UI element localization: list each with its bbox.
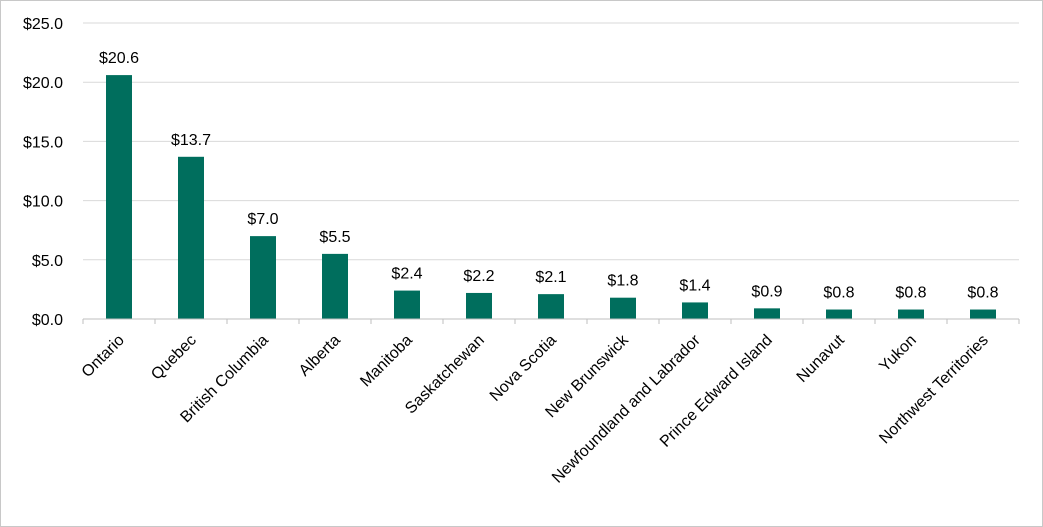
y-tick-label: $5.0 <box>32 253 63 270</box>
bars <box>106 75 996 319</box>
bar <box>394 290 420 319</box>
y-axis-tick-labels: $0.0 $5.0 $10.0 $15.0 $20.0 $25.0 <box>23 16 63 329</box>
bar <box>682 302 708 319</box>
y-tick-label: $0.0 <box>32 312 63 329</box>
data-label: $13.7 <box>171 132 211 149</box>
data-label: $1.8 <box>607 273 638 290</box>
bar <box>250 236 276 319</box>
y-tick-label: $20.0 <box>23 75 63 92</box>
bar <box>106 75 132 319</box>
data-label: $2.2 <box>463 268 494 285</box>
data-label: $0.8 <box>967 285 998 302</box>
bar <box>538 294 564 319</box>
bar <box>466 292 492 319</box>
bar <box>610 297 636 319</box>
data-label: $20.6 <box>99 50 139 67</box>
y-tick-label: $25.0 <box>23 16 63 33</box>
bar <box>826 309 852 319</box>
bar <box>178 156 204 319</box>
category-label: Quebec <box>148 332 200 384</box>
data-label: $0.8 <box>895 285 926 302</box>
bar <box>970 309 996 319</box>
category-label: Nunavut <box>794 331 849 386</box>
category-label: Yukon <box>876 332 919 375</box>
bar <box>898 309 924 319</box>
y-tick-label: $15.0 <box>23 134 63 151</box>
gridlines <box>83 22 1019 261</box>
data-label: $2.1 <box>535 269 566 286</box>
category-label: Ontario <box>79 332 128 381</box>
data-label: $7.0 <box>247 211 278 228</box>
category-label: Nova Scotia <box>487 332 560 405</box>
y-tick-label: $10.0 <box>23 194 63 211</box>
bar <box>322 253 348 319</box>
data-label: $2.4 <box>391 266 422 283</box>
data-label: $1.4 <box>679 277 710 294</box>
data-labels: $20.6 $13.7 $7.0 $5.5 $2.4 $2.2 $2.1 $1.8 $1.4 $0… <box>99 50 999 301</box>
data-label: $5.5 <box>319 229 350 246</box>
data-label: $0.9 <box>751 283 782 300</box>
category-label: Manitoba <box>357 332 416 391</box>
category-label: Alberta <box>296 332 344 380</box>
x-axis <box>82 318 1020 324</box>
bar <box>754 308 780 319</box>
category-label: Saskatchewan <box>402 332 488 418</box>
data-label: $0.8 <box>823 285 854 302</box>
category-label: Newfoundland and Labrador <box>549 331 704 486</box>
